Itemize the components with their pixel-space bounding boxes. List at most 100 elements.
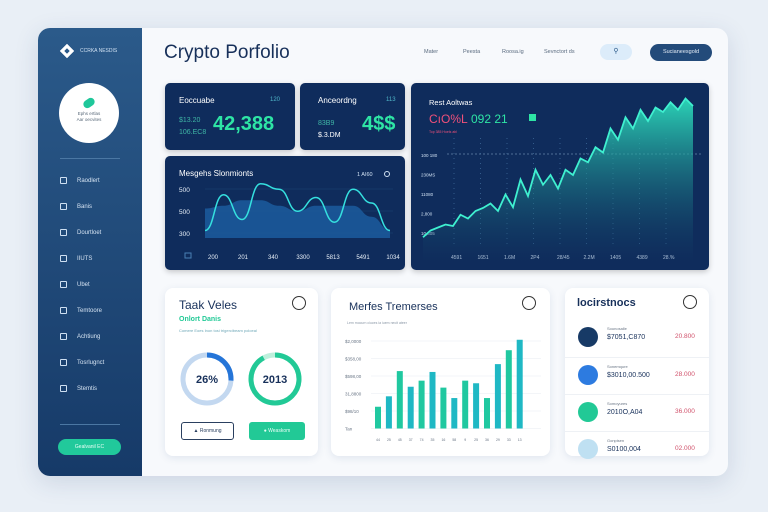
brand-logo[interactable]: CCRKA NESDIS: [59, 43, 117, 59]
x-tick: 37: [409, 438, 413, 442]
investment-row[interactable]: Somoyures 2010O,A04 36.000: [565, 394, 709, 428]
sidebar-item[interactable]: Temtoore: [60, 307, 102, 314]
nav-link[interactable]: Mater: [424, 49, 439, 55]
headline-value: CıO%L: [429, 112, 468, 126]
profile-icon: [81, 96, 97, 110]
circle-icon[interactable]: [522, 296, 536, 310]
x-tick: 25: [387, 438, 391, 442]
investment-row[interactable]: Sonemqure $3010,00.500 28.000: [565, 357, 709, 391]
bar-chart-card: Merfes Tremerses Lem mocurn ciuces ia iue…: [331, 288, 550, 456]
sidebar-action-button[interactable]: Gealvanil EC: [58, 439, 121, 455]
card-title: locirstnocs: [577, 297, 636, 309]
button-label: Ronmung: [199, 428, 222, 434]
circle-icon[interactable]: [683, 295, 697, 309]
button-label: Weaskom: [268, 428, 291, 434]
menu-icon: [529, 114, 536, 121]
bar: [385, 396, 392, 429]
sidebar-item[interactable]: Raodlert: [60, 177, 100, 184]
x-tick: 5813: [326, 255, 340, 261]
sidebar-item-label: Ubet: [77, 281, 90, 288]
nav-icon: [60, 177, 67, 184]
area-chart: Rest Aoltwas CıO%L 092 21 Top 385 Hoels abl…: [421, 97, 701, 263]
nav-icon: [60, 359, 67, 366]
coin-icon: [578, 402, 598, 422]
x-tick: 5491: [356, 255, 370, 261]
bar: [429, 371, 436, 429]
row-change: 02.000: [675, 445, 695, 452]
task-card: Taak Veles Onlort Danis Comere Eoes Inon…: [165, 288, 318, 456]
page-title: Crypto Porfolio: [164, 42, 290, 63]
sidebar-item[interactable]: Dourtloet: [60, 229, 101, 236]
sidebar-item-label: Banis: [77, 203, 93, 210]
x-tick: 58: [452, 438, 456, 442]
line-chart: Mesgehs Slonmionts 1 AI60 500 500 300 200 201 3…: [179, 169, 400, 261]
rings: 26% 2013: [180, 352, 302, 406]
bar: [484, 398, 490, 429]
investment-row[interactable]: Gonpisen S0100,004 02.000: [565, 431, 709, 465]
sidebar-item-label: Stemtis: [77, 385, 98, 392]
stat-sub: 83B9: [318, 120, 335, 127]
chart-badge: 1 AI60: [357, 172, 373, 178]
coin-icon: [578, 327, 598, 347]
chart-title: Merfes Tremerses: [349, 301, 438, 313]
x-tick: 1034: [386, 255, 400, 261]
line-chart-card: Mesgehs Slonmionts 1 AI60 500 500 300 200 201 3…: [165, 156, 405, 270]
stat-sub: 106.EC8: [179, 129, 207, 136]
ring-label: 2013: [263, 374, 287, 386]
sidebar-item-label: Dourtloet: [77, 229, 102, 236]
bar: [516, 339, 523, 429]
sidebar-item[interactable]: IIUTS: [60, 255, 92, 262]
stat-badge: 120: [270, 97, 281, 103]
chart-title: Rest Aoltwas: [429, 98, 473, 107]
nav-link[interactable]: Sevnctort ds: [544, 49, 575, 55]
task-button-primary[interactable]: ● Weaskom: [249, 422, 305, 440]
x-tick: 35: [431, 438, 435, 442]
stat-value: 42,388: [213, 113, 275, 135]
series-area: [205, 200, 390, 238]
task-button-outline[interactable]: ▲ Ronmung: [181, 422, 234, 440]
circle-icon[interactable]: [292, 296, 306, 310]
row-label: Sounosalle: [607, 326, 627, 331]
sidebar-item[interactable]: Banis: [60, 203, 92, 210]
sidebar-item[interactable]: Ubet: [60, 281, 90, 288]
stat-sub: $.3.DM: [318, 132, 341, 139]
nav-icon: [60, 333, 67, 340]
bar: [451, 398, 458, 429]
x-tick: 201: [238, 255, 249, 261]
ring-progress: [180, 352, 234, 406]
y-tick: 300: [179, 231, 190, 238]
stat-card: Anceordng 113 83B9 $.3.DM 4$$: [300, 83, 405, 150]
row-label: Somoyures: [607, 401, 628, 406]
y-tick: 31,8800: [345, 392, 362, 397]
sidebar-item[interactable]: Tosrlugnct: [60, 359, 104, 366]
y-tick: 100 180: [421, 153, 438, 158]
header-action-button[interactable]: Sucianeesgold: [650, 44, 712, 61]
stat-value: 4$$: [362, 113, 396, 135]
x-tick: 33: [507, 438, 511, 442]
x-tick: 200: [208, 255, 219, 261]
bar: [462, 380, 469, 429]
series-line: [204, 182, 391, 232]
nav-link[interactable]: Roosa.ig: [502, 49, 524, 55]
row-change: 36.000: [675, 408, 695, 415]
search-button[interactable]: ⚲: [600, 44, 632, 60]
divider: [60, 158, 120, 159]
stat-sub: $13.20: [179, 117, 201, 124]
nav-link[interactable]: Peesta: [463, 49, 481, 55]
row-value: $7051,C870: [607, 334, 646, 341]
nav-icon: [60, 281, 67, 288]
y-tick: 2,800: [421, 212, 433, 217]
card-title: Taak Veles: [179, 298, 238, 312]
investment-row[interactable]: Sounosalle $7051,C870 20.800: [565, 320, 709, 354]
divider: [60, 424, 120, 425]
sidebar-item[interactable]: Achtiung: [60, 333, 100, 340]
profile-card[interactable]: Ephs ertlas Aar oecvites: [59, 83, 119, 143]
sidebar-item[interactable]: Stemtis: [60, 385, 97, 392]
x-tick: 3300: [296, 255, 310, 261]
x-tick: 13: [518, 438, 522, 442]
y-tick: 230MS: [421, 173, 435, 178]
x-tick: 340: [268, 255, 279, 261]
nav-icon: [60, 255, 67, 262]
x-tick: 36: [485, 438, 489, 442]
row-label: Sonemqure: [607, 364, 628, 369]
